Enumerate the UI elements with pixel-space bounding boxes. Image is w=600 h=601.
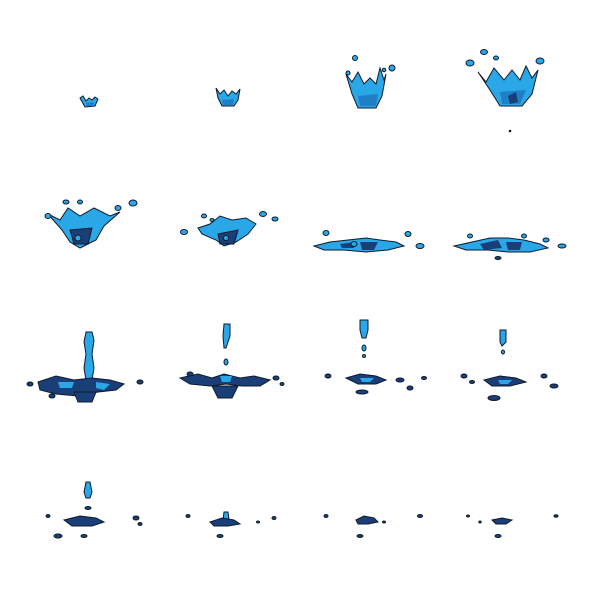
- splash-frame-16: [450, 450, 600, 600]
- splash-frame-9: [0, 300, 150, 450]
- splash-frame-14: [150, 450, 300, 600]
- splash-frame-3: [300, 0, 450, 150]
- splash-frame-4: [450, 0, 600, 150]
- splash-frame-1: [0, 0, 150, 150]
- splash-frame-5: [0, 150, 150, 300]
- splash-frame-2: [150, 0, 300, 150]
- splash-frame-6: [150, 150, 300, 300]
- splash-frame-7: [300, 150, 450, 300]
- splash-frame-8: [450, 150, 600, 300]
- splash-frame-15: [300, 450, 450, 600]
- splash-frame-11: [300, 300, 450, 450]
- splash-frame-13: [0, 450, 150, 600]
- splash-frame-12: [450, 300, 600, 450]
- splash-frame-10: [150, 300, 300, 450]
